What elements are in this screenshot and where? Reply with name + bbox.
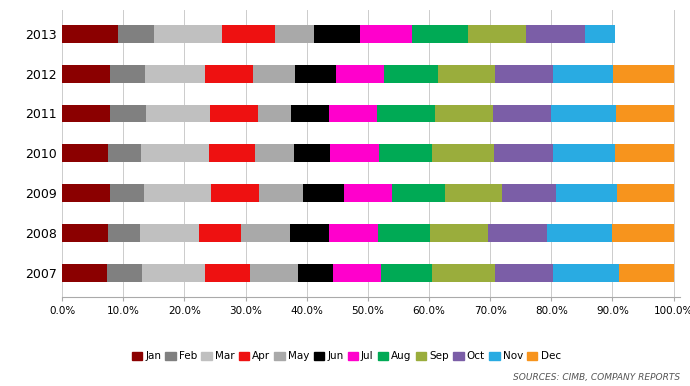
Bar (250, 264, 298, 282)
Bar (377, 224, 430, 242)
Bar (146, 105, 210, 122)
Bar (488, 224, 546, 242)
Bar (329, 224, 377, 242)
Bar (412, 25, 468, 42)
Bar (222, 25, 275, 42)
Bar (107, 264, 141, 282)
Bar (110, 64, 145, 83)
Bar (209, 144, 255, 163)
Bar (206, 264, 250, 282)
Bar (377, 105, 435, 122)
Bar (141, 264, 206, 282)
Bar (290, 224, 329, 242)
Bar (298, 264, 333, 282)
Bar (556, 185, 616, 202)
Bar (435, 105, 493, 122)
Bar (295, 64, 336, 83)
Bar (333, 264, 381, 282)
Bar (615, 105, 673, 122)
Bar (258, 105, 290, 122)
Bar (502, 185, 556, 202)
Bar (154, 25, 222, 42)
Bar (438, 64, 495, 83)
Bar (144, 185, 211, 202)
Bar (118, 25, 154, 42)
Bar (206, 64, 253, 83)
Bar (495, 264, 553, 282)
Legend: Jan, Feb, Mar, Apr, May, Jun, Jul, Aug, Sep, Oct, Nov, Dec: Jan, Feb, Mar, Apr, May, Jun, Jul, Aug, … (132, 351, 561, 361)
Bar (211, 185, 259, 202)
Bar (615, 144, 673, 163)
Bar (145, 64, 206, 83)
Bar (468, 25, 526, 42)
Bar (259, 185, 303, 202)
Bar (553, 64, 613, 83)
Bar (620, 264, 673, 282)
Bar (494, 144, 553, 163)
Bar (585, 25, 615, 42)
Bar (110, 105, 146, 122)
Bar (612, 224, 673, 242)
Bar (108, 144, 141, 163)
Bar (344, 185, 392, 202)
Bar (384, 64, 438, 83)
Bar (141, 144, 209, 163)
Bar (616, 185, 673, 202)
Bar (493, 105, 551, 122)
Bar (526, 25, 585, 42)
Bar (62, 105, 110, 122)
Bar (110, 185, 144, 202)
Bar (62, 25, 118, 42)
Bar (613, 64, 673, 83)
Bar (553, 144, 615, 163)
Bar (62, 144, 108, 163)
Bar (253, 64, 295, 83)
Bar (329, 105, 377, 122)
Bar (553, 264, 620, 282)
Bar (495, 64, 553, 83)
Bar (380, 144, 431, 163)
Text: SOURCES: CIMB, COMPANY REPORTS: SOURCES: CIMB, COMPANY REPORTS (513, 373, 680, 382)
Bar (314, 25, 359, 42)
Bar (294, 144, 331, 163)
Bar (392, 185, 446, 202)
Bar (431, 144, 494, 163)
Bar (551, 105, 615, 122)
Bar (241, 224, 290, 242)
Bar (430, 224, 488, 242)
Bar (546, 224, 612, 242)
Bar (275, 25, 314, 42)
Bar (331, 144, 380, 163)
Bar (62, 185, 110, 202)
Bar (140, 224, 199, 242)
Bar (359, 25, 412, 42)
Bar (62, 264, 107, 282)
Bar (446, 185, 502, 202)
Bar (255, 144, 294, 163)
Bar (336, 64, 384, 83)
Bar (62, 224, 108, 242)
Bar (381, 264, 431, 282)
Bar (290, 105, 329, 122)
Bar (62, 64, 110, 83)
Bar (431, 264, 495, 282)
Bar (210, 105, 258, 122)
Bar (108, 224, 140, 242)
Bar (303, 185, 344, 202)
Bar (199, 224, 241, 242)
